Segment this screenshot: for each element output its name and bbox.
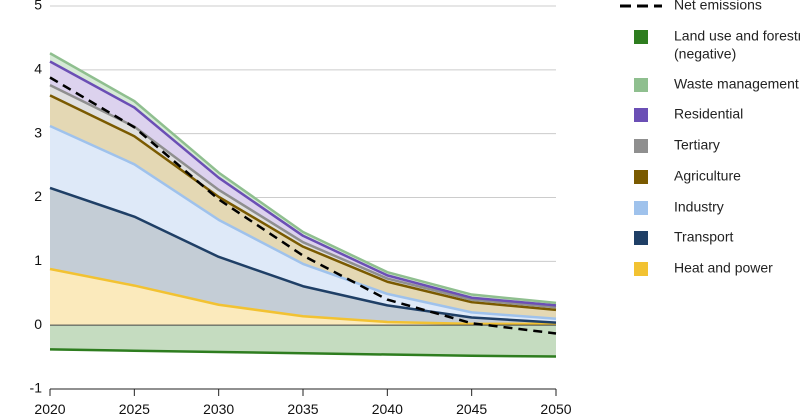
legend-label-tertiary: Tertiary <box>674 137 720 153</box>
line-waste-management <box>49 52 557 305</box>
y-tick-label: 4 <box>34 61 42 77</box>
legend-swatch-transport <box>634 231 648 245</box>
series-lines <box>49 52 557 358</box>
line-industry <box>49 124 557 321</box>
legend-label-land-use-and-forestry-negative: Land use and forestry <box>674 28 800 44</box>
legend-label-net-emissions: Net emissions <box>674 0 762 13</box>
legend-swatch-tertiary <box>634 139 648 153</box>
line-heat-and-power <box>49 267 556 326</box>
y-tick-label: 0 <box>34 316 42 332</box>
legend-label-heat-and-power: Heat and power <box>674 260 773 276</box>
legend: Net emissions Land use and forestry (negat… <box>620 0 800 276</box>
legend-label-transport: Transport <box>674 229 734 245</box>
area-heat-and-power <box>50 268 556 326</box>
line-residential <box>49 60 557 307</box>
x-tick-label: 2045 <box>456 401 487 417</box>
legend-label-residential: Residential <box>674 106 743 122</box>
stacked-areas <box>50 53 556 357</box>
line-agriculture <box>49 94 557 312</box>
y-tick-label: 1 <box>34 252 42 268</box>
legend-label-industry: Industry <box>674 199 724 215</box>
legend-swatch-heat-and-power <box>634 262 648 276</box>
y-tick-label: 2 <box>34 188 42 204</box>
y-tick-label: -1 <box>30 380 43 396</box>
x-tick-label: 2020 <box>34 401 65 417</box>
net-emissions-line-path <box>49 76 557 335</box>
x-tick-label: 2030 <box>203 401 234 417</box>
legend-label-waste-management: Waste management <box>674 76 799 92</box>
line-transport <box>49 186 557 324</box>
legend-swatch-land-use-and-forestry-negative <box>634 30 648 44</box>
legend-label-agriculture: Agriculture <box>674 168 741 184</box>
line-land-use-and-forestry-negative <box>49 348 557 358</box>
y-tick-label: 5 <box>34 0 42 13</box>
net-emissions-line <box>49 76 557 335</box>
legend-swatch-agriculture <box>634 170 648 184</box>
y-axis: -1 0 1 2 3 4 5 <box>30 0 43 396</box>
x-tick-label: 2040 <box>372 401 403 417</box>
y-tick-label: 3 <box>34 124 42 140</box>
x-tick-label: 2025 <box>119 401 150 417</box>
area-transport <box>50 187 556 324</box>
x-axis: 2020 2025 2030 2035 2040 2045 2050 <box>34 388 572 417</box>
legend-swatch-residential <box>634 108 648 122</box>
legend-label-land-use-and-forestry-negative: (negative) <box>674 46 736 62</box>
x-tick-label: 2050 <box>540 401 571 417</box>
legend-swatch-industry <box>634 201 648 215</box>
area-land-use-and-forestry-negative <box>50 325 556 357</box>
legend-swatch-waste-management <box>634 78 648 92</box>
x-tick-label: 2035 <box>287 401 318 417</box>
